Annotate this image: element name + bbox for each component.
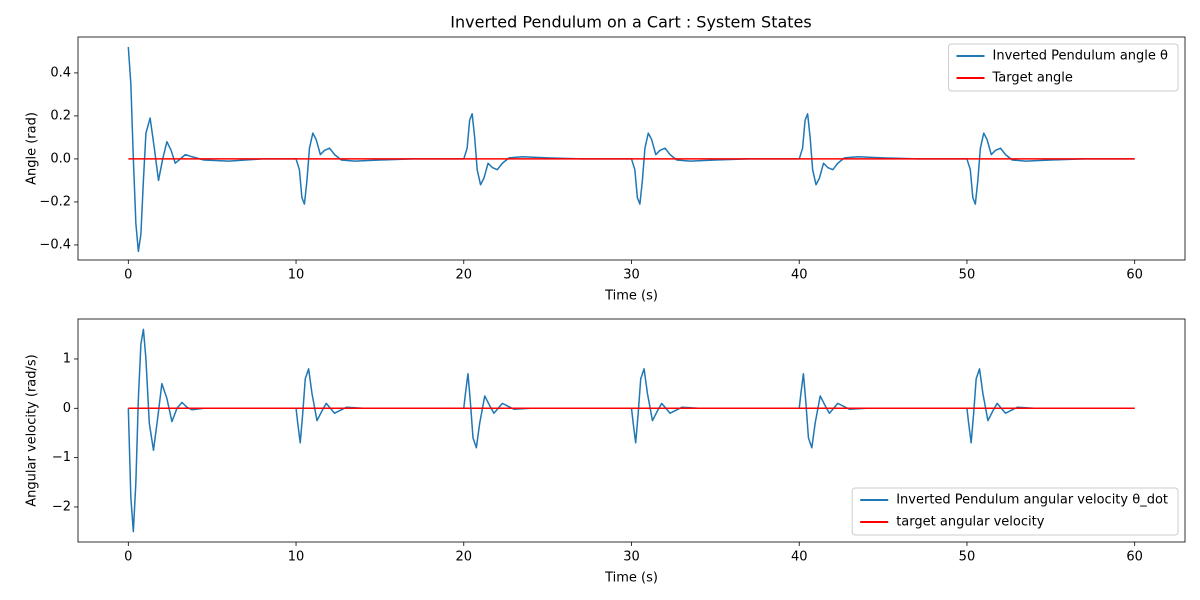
x-tick-label: 30 bbox=[623, 268, 640, 283]
x-tick-label: 30 bbox=[623, 550, 640, 565]
legend-frame bbox=[948, 43, 1179, 92]
x-axis-label: Time (s) bbox=[604, 571, 658, 586]
x-tick-label: 20 bbox=[455, 268, 472, 283]
y-tick-label: 0.2 bbox=[50, 108, 71, 123]
legend: Inverted Pendulum angle θ Target angle bbox=[948, 43, 1179, 92]
y-tick-label: −1 bbox=[52, 450, 71, 465]
y-axis-label: Angular velocity (rad/s) bbox=[25, 354, 40, 506]
y-axis-label: Angle (rad) bbox=[25, 112, 40, 185]
y-tick-label: 0.4 bbox=[50, 65, 71, 80]
x-tick-label: 40 bbox=[791, 550, 808, 565]
legend-label: Target angle bbox=[992, 71, 1073, 86]
y-tick-label: 0 bbox=[63, 401, 71, 416]
x-tick-label: 10 bbox=[288, 550, 305, 565]
x-axis-label: Time (s) bbox=[604, 289, 658, 304]
x-tick-label: 60 bbox=[1126, 268, 1143, 283]
legend: Inverted Pendulum angular velocity θ_dot… bbox=[851, 487, 1179, 536]
figure-title: Inverted Pendulum on a Cart : System Sta… bbox=[450, 13, 811, 32]
plot-area bbox=[127, 328, 1135, 533]
y-tick-label: −2 bbox=[52, 499, 71, 514]
y-tick-label: 0.0 bbox=[50, 151, 71, 166]
y-tick-label: −0.4 bbox=[39, 237, 71, 252]
legend-label: Inverted Pendulum angle θ bbox=[993, 49, 1169, 64]
legend-label: Inverted Pendulum angular velocity θ_dot bbox=[896, 493, 1168, 508]
x-tick-label: 10 bbox=[288, 268, 305, 283]
x-tick-label: 0 bbox=[124, 268, 132, 283]
legend-label: target angular velocity bbox=[896, 515, 1045, 530]
legend-frame bbox=[851, 487, 1179, 536]
x-tick-label: 50 bbox=[959, 268, 976, 283]
plot-area bbox=[127, 47, 1135, 253]
x-tick-label: 60 bbox=[1126, 550, 1143, 565]
x-tick-label: 0 bbox=[124, 550, 132, 565]
x-tick-label: 40 bbox=[791, 268, 808, 283]
y-tick-label: −0.2 bbox=[39, 194, 71, 209]
x-tick-label: 20 bbox=[455, 550, 472, 565]
y-tick-label: 1 bbox=[63, 351, 71, 366]
x-tick-label: 50 bbox=[959, 550, 976, 565]
